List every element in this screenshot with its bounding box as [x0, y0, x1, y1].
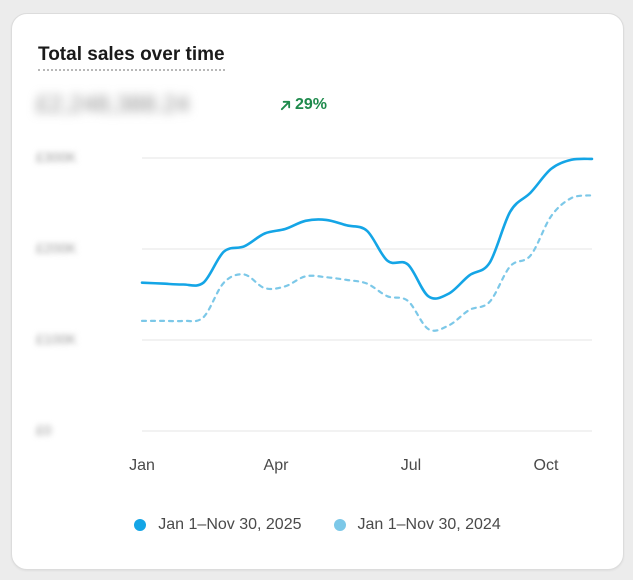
- sales-card: Total sales over time £2,248,388.24 29% …: [11, 13, 624, 570]
- legend-label: Jan 1–Nov 30, 2024: [357, 516, 501, 533]
- chart-legend: Jan 1–Nov 30, 2025 Jan 1–Nov 30, 2024: [12, 516, 623, 534]
- change-percent: 29%: [295, 96, 328, 113]
- x-tick-label: Apr: [263, 457, 289, 474]
- card-title[interactable]: Total sales over time: [38, 44, 225, 71]
- legend-item-previous[interactable]: Jan 1–Nov 30, 2024: [333, 516, 501, 534]
- y-tick-label: £200K: [36, 240, 77, 256]
- x-tick-label: Oct: [533, 457, 559, 474]
- legend-label: Jan 1–Nov 30, 2025: [158, 516, 302, 533]
- total-sales-value: £2,248,388.24: [36, 91, 190, 118]
- arrow-up-right-icon: [280, 100, 291, 110]
- legend-dot-icon: [134, 519, 147, 531]
- x-tick-label: Jan: [129, 457, 155, 474]
- y-tick-label: £0: [36, 422, 52, 438]
- x-tick-label: Jul: [400, 457, 422, 474]
- legend-item-current[interactable]: Jan 1–Nov 30, 2025: [134, 516, 302, 534]
- change-indicator: 29%: [280, 96, 327, 114]
- y-tick-label: £300K: [36, 149, 77, 165]
- series-line-previous: [140, 194, 594, 332]
- sales-line-chart: [140, 157, 594, 432]
- y-tick-label: £100K: [36, 331, 77, 347]
- series-line-current: [140, 157, 594, 300]
- legend-dot-icon: [333, 519, 346, 531]
